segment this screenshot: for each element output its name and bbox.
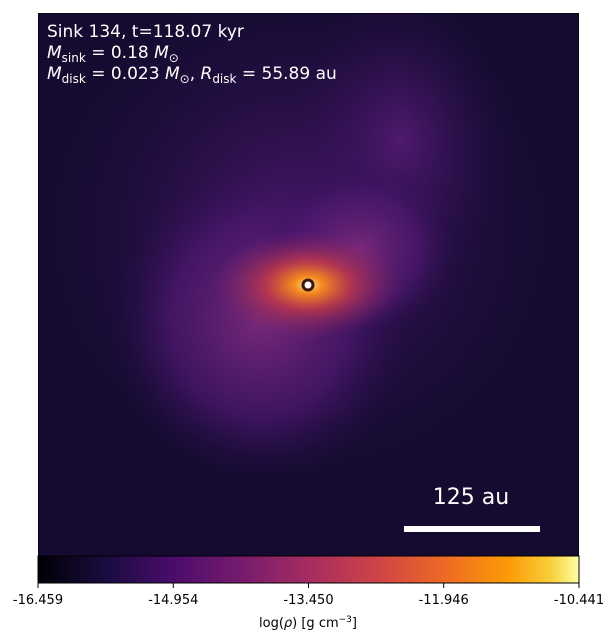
annotation: Mdisk = 0.023 M⊙, Rdisk = 55.89 au	[47, 64, 337, 86]
colorbar-tick-label: -16.459	[13, 593, 63, 608]
colorbar-ticks: -16.459 -14.954 -13.450 -11.946 -10.441	[13, 583, 604, 608]
annotation: Msink = 0.18 M⊙	[47, 43, 179, 65]
annotation: Sink 134, t=118.07 kyr	[47, 22, 244, 42]
colorbar-tick-label: -11.946	[419, 593, 469, 608]
colorbar-tick-label: -13.450	[283, 593, 333, 608]
colorbar-tick-label: -14.954	[148, 593, 198, 608]
colorbar-tick-label: -10.441	[554, 593, 604, 608]
scale-bar-label: 125 au	[433, 485, 509, 510]
colorbar	[37, 555, 580, 584]
density-map	[38, 13, 579, 556]
scale-bar	[404, 526, 540, 532]
sink-marker	[301, 278, 315, 292]
colorbar-label: log(ρ) [g cm−3]	[259, 615, 357, 631]
